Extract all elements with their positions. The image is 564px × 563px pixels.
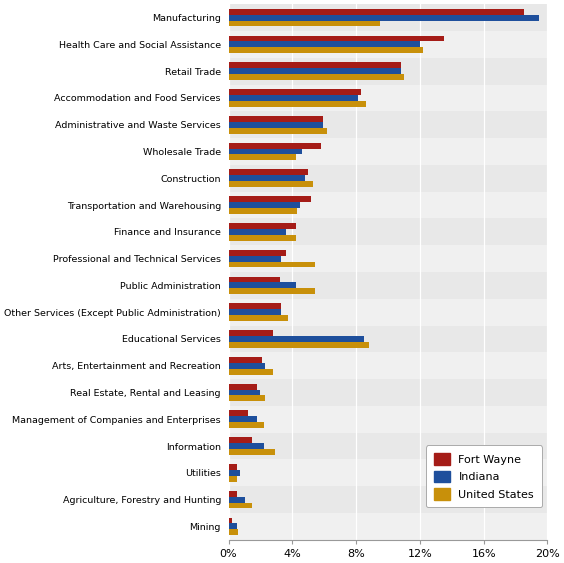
Bar <box>228 74 404 80</box>
Bar <box>228 84 548 111</box>
Bar <box>228 235 296 240</box>
Bar <box>228 417 257 422</box>
Bar <box>228 470 240 476</box>
Bar <box>228 383 257 390</box>
Bar <box>228 42 420 47</box>
Bar <box>228 272 548 299</box>
Bar <box>228 299 548 325</box>
Bar <box>228 116 323 122</box>
Bar <box>228 169 309 175</box>
Bar <box>228 229 286 235</box>
Bar <box>228 62 401 68</box>
Bar <box>228 529 238 535</box>
Bar <box>228 395 265 401</box>
Bar <box>228 449 275 455</box>
Bar <box>228 283 296 288</box>
Bar <box>228 15 540 20</box>
Bar <box>228 288 315 294</box>
Bar <box>228 363 265 369</box>
Bar <box>228 122 323 128</box>
Bar <box>228 245 548 272</box>
Bar <box>228 202 300 208</box>
Bar <box>228 196 311 202</box>
Bar <box>228 142 321 149</box>
Bar <box>228 95 358 101</box>
Bar <box>228 31 548 58</box>
Bar <box>228 486 548 513</box>
Bar <box>228 191 548 218</box>
Bar <box>228 342 369 348</box>
Bar <box>228 309 281 315</box>
Bar <box>228 303 281 309</box>
Bar <box>228 379 548 406</box>
Bar <box>228 330 273 336</box>
Bar <box>228 315 288 321</box>
Bar <box>228 459 548 486</box>
Bar <box>228 262 315 267</box>
Bar <box>228 58 548 84</box>
Bar <box>228 422 263 428</box>
Bar <box>228 503 253 508</box>
Bar <box>228 47 423 53</box>
Bar <box>228 390 261 395</box>
Bar <box>228 410 248 417</box>
Bar <box>228 491 236 497</box>
Bar <box>228 208 297 214</box>
Bar <box>228 406 548 433</box>
Bar <box>228 517 232 524</box>
Bar <box>228 138 548 165</box>
Bar <box>228 250 286 256</box>
Bar <box>228 276 280 283</box>
Bar <box>228 20 380 26</box>
Bar <box>228 464 236 470</box>
Bar <box>228 325 548 352</box>
Bar <box>228 149 302 154</box>
Bar <box>228 68 401 74</box>
Bar <box>228 218 548 245</box>
Bar <box>228 256 281 262</box>
Bar <box>228 357 262 363</box>
Bar <box>228 128 328 133</box>
Bar <box>228 513 548 540</box>
Bar <box>228 8 523 15</box>
Bar <box>228 336 364 342</box>
Bar <box>228 443 263 449</box>
Bar <box>228 35 444 42</box>
Bar <box>228 154 296 160</box>
Bar <box>228 111 548 138</box>
Bar <box>228 165 548 191</box>
Bar <box>228 101 365 107</box>
Bar <box>228 497 245 503</box>
Bar <box>228 89 361 95</box>
Bar <box>228 181 313 187</box>
Bar <box>228 4 548 31</box>
Bar <box>228 524 236 529</box>
Legend: Fort Wayne, Indiana, United States: Fort Wayne, Indiana, United States <box>426 445 542 507</box>
Bar <box>228 223 296 229</box>
Bar <box>228 175 305 181</box>
Bar <box>228 433 548 459</box>
Bar <box>228 437 253 443</box>
Bar <box>228 352 548 379</box>
Bar <box>228 369 273 374</box>
Bar <box>228 476 236 482</box>
